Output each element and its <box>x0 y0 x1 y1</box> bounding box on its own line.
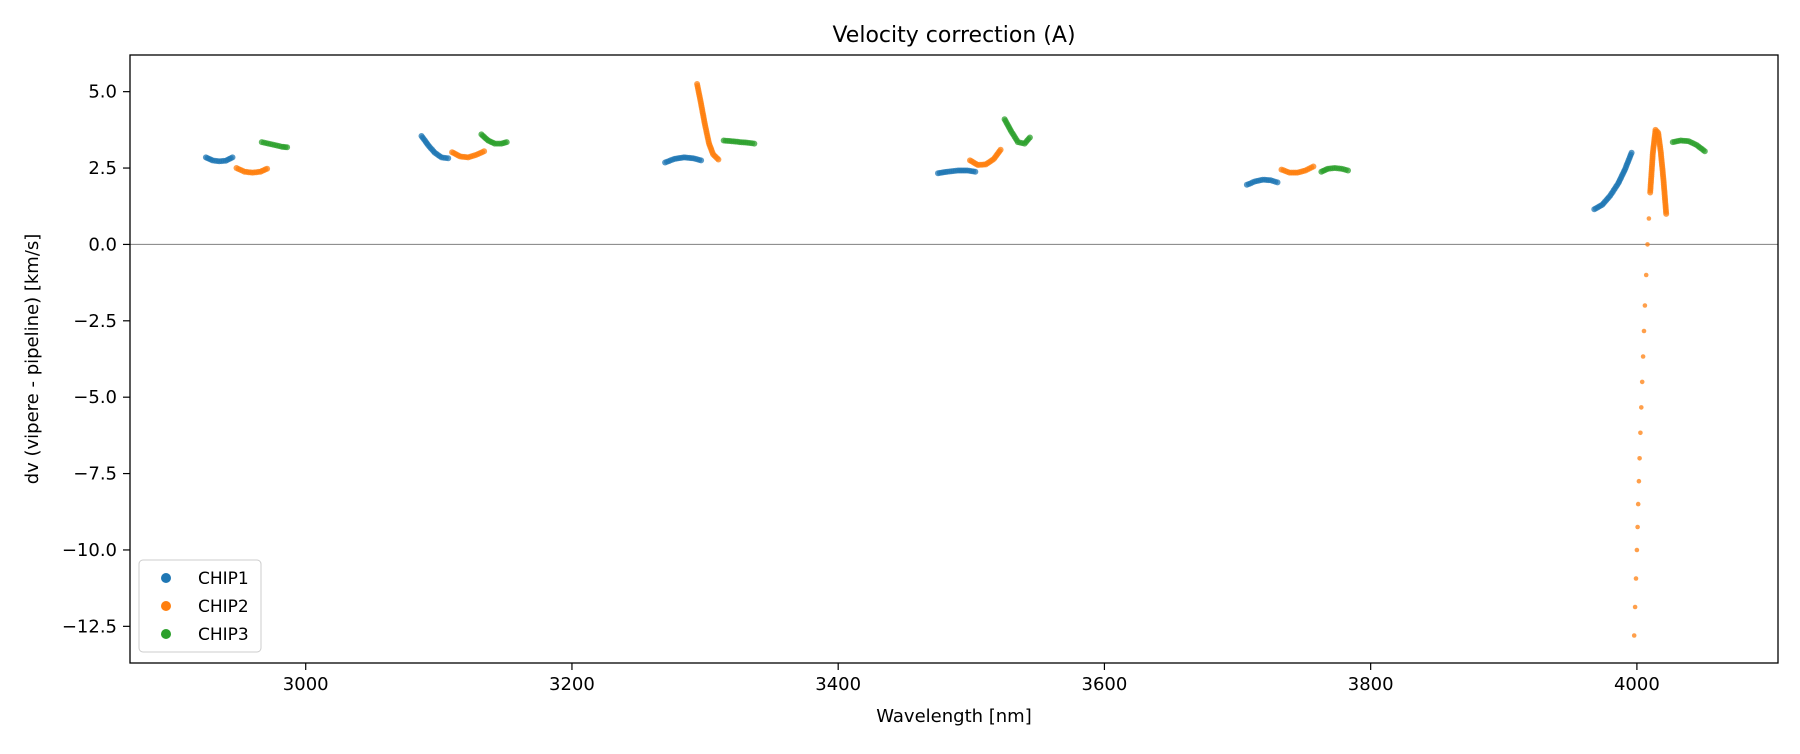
data-point-chip2 <box>1633 576 1639 581</box>
y-tick-label: 2.5 <box>88 158 117 179</box>
data-point-chip2 <box>1646 216 1652 221</box>
plot-area <box>130 55 1778 663</box>
data-point-chip2 <box>997 146 1004 153</box>
y-axis-label: dv (vipere - pipeline) [km/s] <box>22 234 43 485</box>
y-tick-label: −12.5 <box>62 616 117 637</box>
y-axis-ticks: 5.0 2.5 0.0 −2.5 −5.0 −7.5 −10.0 −12.5 <box>62 82 130 637</box>
x-tick-label: 3000 <box>283 674 329 695</box>
x-axis-ticks: 3000 3200 3400 3600 3800 4000 <box>283 663 1660 695</box>
legend-marker-chip2 <box>161 601 171 611</box>
data-point-chip2 <box>1631 633 1637 638</box>
legend-marker-chip1 <box>161 573 171 583</box>
data-point-chip2 <box>264 165 271 172</box>
data-point-chip2 <box>1645 242 1650 247</box>
y-tick-label: −2.5 <box>73 311 117 332</box>
x-tick-label: 3800 <box>1348 674 1394 695</box>
x-tick-label: 3400 <box>815 674 861 695</box>
data-point-chip2 <box>481 148 488 155</box>
data-point-chip2 <box>1639 379 1645 385</box>
data-point-chip1 <box>445 155 452 162</box>
data-point-chip2 <box>1638 430 1643 436</box>
data-point-chip1 <box>229 154 236 161</box>
legend-marker-chip3 <box>161 629 171 639</box>
data-point-chip2 <box>1635 524 1640 530</box>
data-point-chip2 <box>1636 478 1642 484</box>
x-tick-label: 3600 <box>1082 674 1128 695</box>
y-tick-label: −7.5 <box>73 464 117 485</box>
data-point-chip3 <box>503 139 510 146</box>
data-point-chip1 <box>1628 149 1635 156</box>
data-point-chip2 <box>1643 272 1649 278</box>
data-point-chip3 <box>1026 134 1033 141</box>
legend: CHIP1 CHIP2 CHIP3 <box>138 559 262 653</box>
x-tick-label: 3200 <box>549 674 595 695</box>
data-point-chip2 <box>1310 163 1317 170</box>
legend-label-chip3: CHIP3 <box>198 625 249 645</box>
data-point-chip2 <box>1637 456 1642 461</box>
data-point-chip2 <box>1642 303 1648 308</box>
legend-label-chip2: CHIP2 <box>198 597 249 617</box>
data-points-group <box>202 81 1708 638</box>
data-point-chip2 <box>1635 501 1641 507</box>
legend-box <box>138 559 262 653</box>
y-tick-label: −5.0 <box>73 387 117 408</box>
data-point-chip1 <box>1274 179 1281 186</box>
data-point-chip2 <box>1640 354 1646 359</box>
data-point-chip3 <box>1701 148 1708 155</box>
data-point-chip2 <box>1639 405 1644 410</box>
chart-title: Velocity correction (A) <box>832 23 1075 48</box>
data-point-chip2 <box>1641 328 1647 334</box>
x-tick-label: 4000 <box>1614 674 1660 695</box>
data-point-chip2 <box>1632 604 1638 610</box>
data-point-chip3 <box>751 140 758 147</box>
y-tick-label: 0.0 <box>88 234 117 255</box>
y-tick-label: −10.0 <box>62 540 117 561</box>
legend-label-chip1: CHIP1 <box>198 569 249 589</box>
data-point-chip3 <box>1345 167 1351 174</box>
x-axis-label: Wavelength [nm] <box>876 706 1032 727</box>
data-point-chip2 <box>715 156 722 163</box>
data-point-chip2 <box>1634 547 1640 553</box>
data-point-chip1 <box>698 157 705 164</box>
plot-frame <box>129 54 1779 664</box>
data-point-chip3 <box>284 144 291 151</box>
y-tick-label: 5.0 <box>88 82 117 103</box>
data-point-chip2 <box>1663 210 1670 217</box>
data-point-chip1 <box>972 168 979 175</box>
